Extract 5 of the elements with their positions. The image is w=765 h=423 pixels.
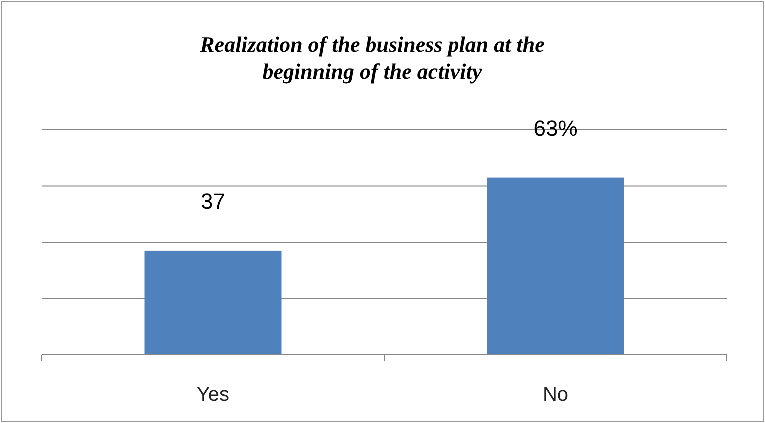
data-label: 63% <box>534 116 578 141</box>
x-tick-label: No <box>542 384 569 406</box>
chart-title: Realization of the business plan at the beginning of the activity <box>199 32 546 84</box>
x-tick-label: Yes <box>196 384 230 406</box>
data-label: 37 <box>201 188 226 214</box>
